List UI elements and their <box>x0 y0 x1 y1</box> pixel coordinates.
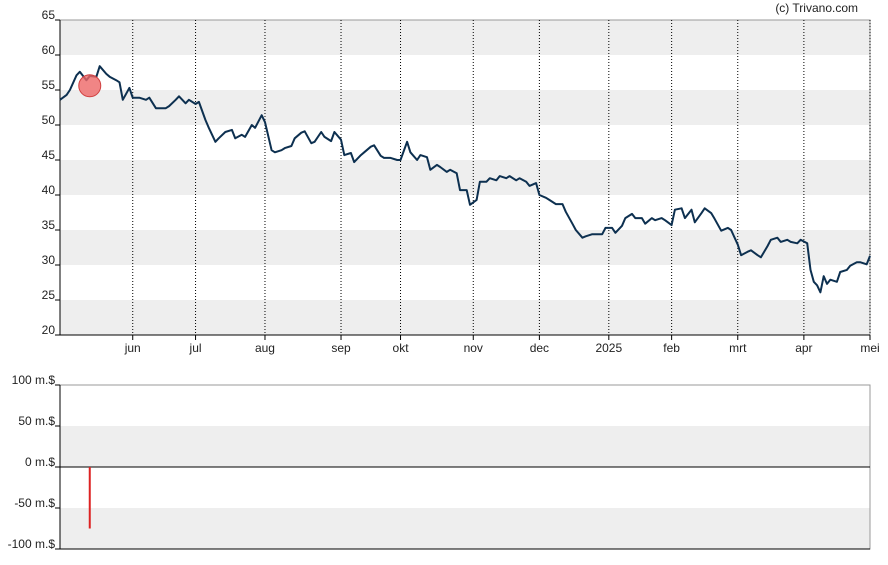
y-tick-label: 50 <box>42 113 56 127</box>
band <box>60 20 870 55</box>
y-tick-label: 25 <box>42 288 56 302</box>
y-tick-label: 0 m.$ <box>25 455 55 469</box>
x-tick-label: jun <box>124 341 141 355</box>
x-tick-label: nov <box>464 341 483 355</box>
y-tick-label: 45 <box>42 148 56 162</box>
y-tick-label: 30 <box>42 253 56 267</box>
y-tick-label: 40 <box>42 183 56 197</box>
event-marker <box>78 74 102 98</box>
band <box>60 426 870 467</box>
credit: (c) Trivano.com <box>775 1 858 15</box>
x-tick-label: sep <box>331 341 351 355</box>
x-tick-label: jul <box>189 341 202 355</box>
y-tick-label: 55 <box>42 78 56 92</box>
x-tick-label: 2025 <box>595 341 622 355</box>
y-tick-label: 50 m.$ <box>18 414 55 428</box>
band <box>60 90 870 125</box>
y-tick-label: -50 m.$ <box>14 496 55 510</box>
band <box>60 230 870 265</box>
x-tick-label: mei <box>860 341 879 355</box>
y-tick-label: 35 <box>42 218 56 232</box>
x-tick-label: mrt <box>729 341 747 355</box>
band <box>60 508 870 549</box>
band <box>60 300 870 335</box>
bar <box>88 467 91 529</box>
x-tick-label: dec <box>530 341 549 355</box>
x-tick-label: apr <box>795 341 812 355</box>
y-tick-label: -100 m.$ <box>8 537 56 551</box>
price-line <box>59 65 871 294</box>
x-tick-label: feb <box>663 341 680 355</box>
x-tick-label: okt <box>393 341 410 355</box>
y-tick-label: 20 <box>42 323 56 337</box>
y-tick-label: 60 <box>42 43 56 57</box>
y-tick-label: 100 m.$ <box>12 373 56 387</box>
x-tick-label: aug <box>255 341 275 355</box>
y-tick-label: 65 <box>42 8 56 22</box>
